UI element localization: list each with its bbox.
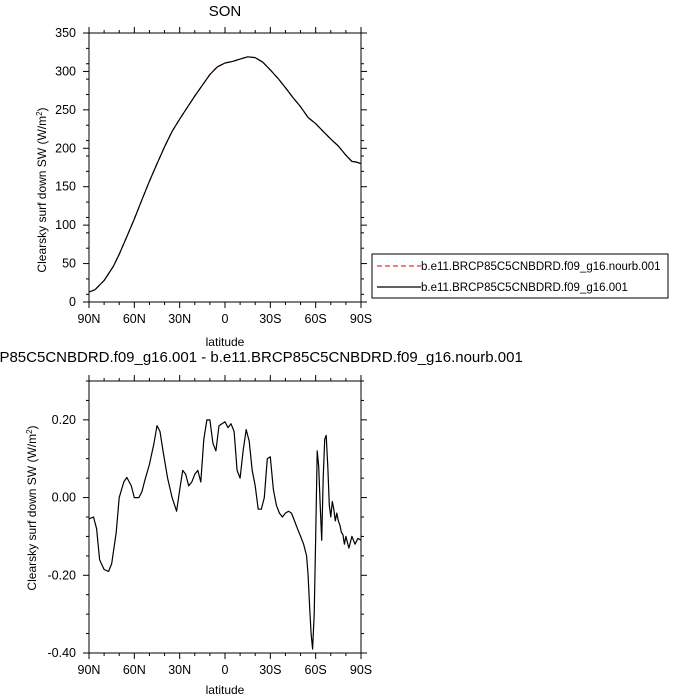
x-tick-label: 60N: [123, 663, 146, 677]
y-axis-label: Clearsky surf down SW (W/m2): [25, 425, 40, 590]
y-tick-label: 50: [62, 257, 76, 271]
x-tick-label: 60S: [305, 312, 327, 326]
y-axis-label: Clearsky surf down SW (W/m2): [35, 107, 50, 272]
x-tick-label: 30N: [168, 663, 191, 677]
x-tick-label: 0: [222, 663, 229, 677]
legend-label: b.e11.BRCP85C5CNBDRD.f09_g16.nourb.001: [421, 261, 661, 273]
x-axis-label: latitude: [206, 683, 245, 697]
plot-frame: [88, 32, 362, 303]
x-tick-label: 60N: [123, 312, 146, 326]
x-tick-label: 0: [222, 312, 229, 326]
chart-bottom: b.e11.BRCP85C5CNBDRD.f09_g16.001 - b.e11…: [0, 349, 523, 697]
x-tick-label: 30N: [168, 312, 191, 326]
legend-box: [371, 253, 669, 299]
y-tick-label: 100: [55, 218, 76, 232]
y-tick-label: 0.20: [52, 413, 76, 427]
x-tick-label: 90N: [78, 663, 101, 677]
legend: b.e11.BRCP85C5CNBDRD.f09_g16.nourb.001 b.…: [371, 253, 669, 299]
x-tick-label: 30S: [259, 312, 281, 326]
y-tick-label: 0: [69, 295, 76, 309]
x-axis-label: latitude: [206, 335, 245, 349]
chart-title: b.e11.BRCP85C5CNBDRD.f09_g16.001 - b.e11…: [0, 349, 523, 366]
x-tick-label: 60S: [305, 663, 327, 677]
y-tick-label: 150: [55, 180, 76, 194]
x-tick-label: 90S: [350, 312, 372, 326]
series-line-b-e11-brcp85c5cnbdrd-f09-g16-nourb-001: [88, 56, 362, 293]
x-tick-label: 30S: [259, 663, 281, 677]
series-line-difference: [88, 419, 362, 650]
x-tick-label: 90N: [78, 312, 101, 326]
y-tick-label: 200: [55, 141, 76, 155]
y-tick-label: 0.00: [52, 491, 76, 505]
chart-top: SON Clearsky surf down SW (W/m2) latitud…: [35, 3, 373, 349]
y-tick-label: 350: [55, 26, 76, 40]
y-tick-label: -0.20: [48, 568, 77, 582]
x-tick-label: 90S: [350, 663, 372, 677]
y-tick-label: 300: [55, 64, 76, 78]
y-tick-label: -0.40: [48, 646, 77, 660]
series-line-b-e11-brcp85c5cnbdrd-f09-g16-001: [88, 56, 362, 293]
y-tick-label: 250: [55, 103, 76, 117]
legend-label: b.e11.BRCP85C5CNBDRD.f09_g16.001: [421, 282, 628, 294]
chart-title: SON: [209, 3, 242, 20]
